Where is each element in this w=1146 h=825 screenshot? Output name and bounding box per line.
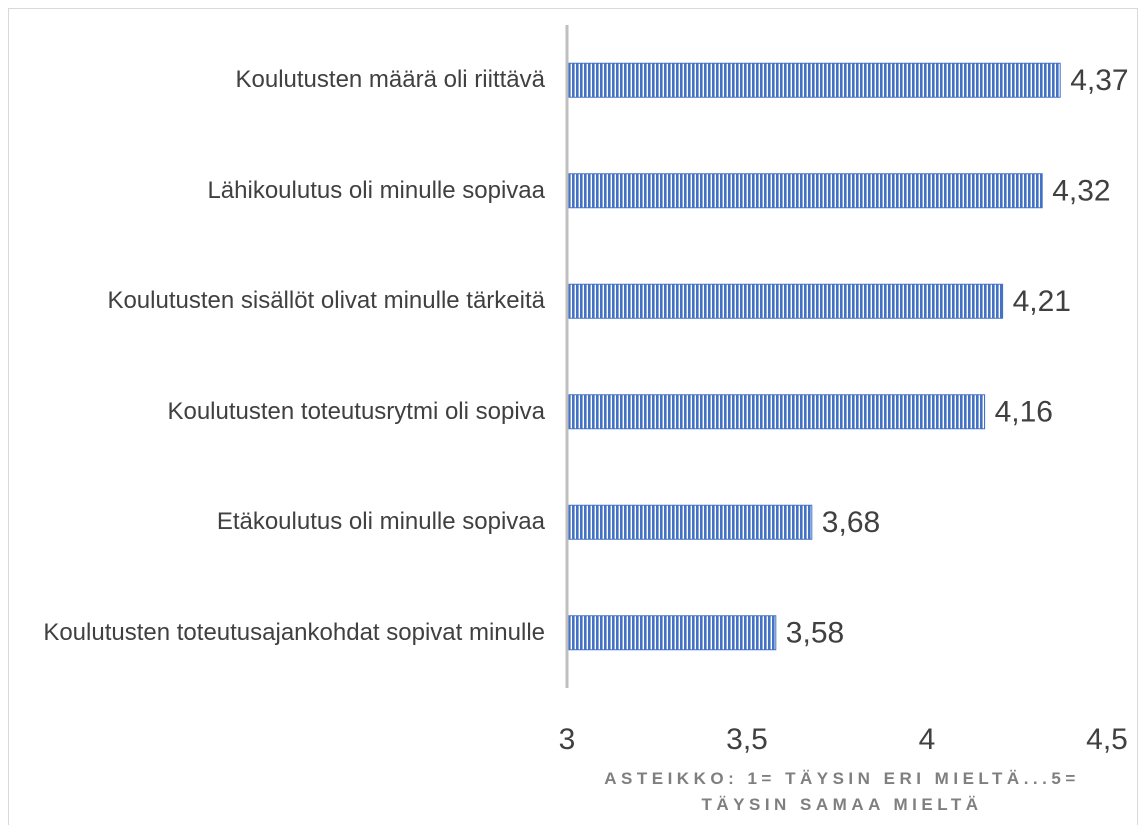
category-label: Koulutusten sisällöt olivat minulle tärk… [107, 287, 545, 315]
bar [566, 504, 813, 540]
data-label: 4,16 [995, 396, 1053, 429]
category-label-box: Koulutusten toteutusajankohdat sopivat m… [5, 593, 545, 673]
category-label-box: Koulutusten sisällöt olivat minulle tärk… [95, 261, 545, 341]
data-label: 4,21 [1013, 285, 1071, 318]
bar [566, 283, 1004, 319]
x-tick-label: 4 [919, 723, 936, 756]
category-label-box: Etäkoulutus oli minulle sopivaa [5, 482, 545, 562]
category-label: Koulutusten toteutusajankohdat sopivat m… [43, 618, 545, 646]
x-tick-label: 4,5 [1086, 723, 1128, 756]
category-label-box: Koulutusten määrä oli riittävä [5, 40, 546, 120]
category-label: Koulutusten toteutusrytmi oli sopiva [167, 397, 545, 425]
x-tick-label: 3 [559, 723, 576, 756]
category-label: Etäkoulutus oli minulle sopivaa [216, 508, 545, 536]
bar [566, 394, 986, 430]
data-label: 3,68 [822, 506, 880, 539]
bar [566, 615, 777, 651]
category-label: Lähikoulutus oli minulle sopivaa [207, 176, 545, 204]
x-tick-label: 3,5 [726, 723, 768, 756]
bar [566, 62, 1061, 98]
data-label: 4,32 [1052, 175, 1110, 208]
chart-border [8, 8, 1138, 825]
category-label-box: Lähikoulutus oli minulle sopivaa [5, 151, 545, 231]
data-label: 3,58 [786, 617, 844, 650]
data-label: 4,37 [1070, 64, 1128, 97]
category-label: Koulutusten määrä oli riittävä [235, 66, 546, 94]
category-label-box: Koulutusten toteutusrytmi oli sopiva [5, 372, 545, 452]
x-axis-title: ASTEIKKO: 1= TÄYSIN ERI MIELTÄ...5= TÄYS… [604, 769, 1080, 814]
bar [566, 173, 1043, 209]
